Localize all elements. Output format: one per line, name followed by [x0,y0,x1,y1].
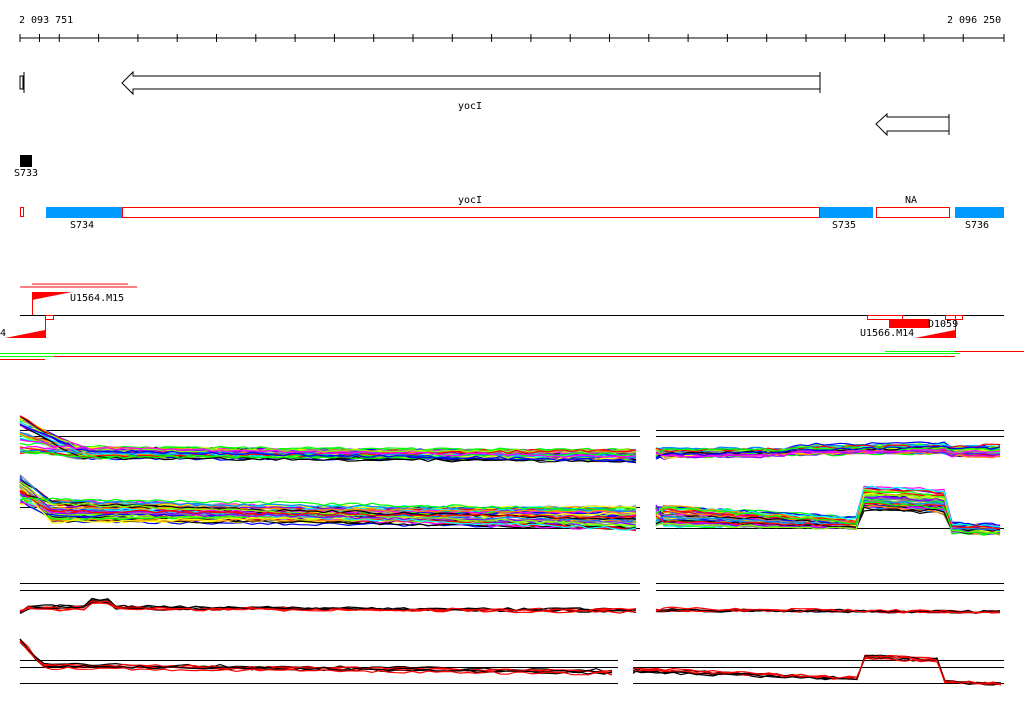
track-series-line [655,448,1001,458]
segment-label-s735: S735 [832,220,856,231]
segment-track: yocI NA S734 S735 S736 [20,195,1004,231]
feature-label-u1564: U1564.M15 [70,293,124,304]
track-series-line [655,502,1001,530]
segment-s734[interactable] [46,207,122,218]
segment-small[interactable] [20,207,24,217]
segment-label-na: NA [905,195,917,206]
track-series-line [19,490,637,521]
segment-label-s736: S736 [965,220,989,231]
track-series-line [655,501,1001,535]
gene-track: yocI [19,70,950,137]
segment-na[interactable] [876,207,950,218]
track-series-line [632,655,1002,685]
coordinate-ruler: 2 093 751 2 096 250 [19,15,1005,42]
track-series-line [655,493,1001,535]
expression-tracks [19,415,1004,686]
track-series-line [19,601,637,612]
track-series-line [19,640,613,676]
track-series-line [19,445,637,459]
track-series-line [19,498,637,531]
feature-label-left: 4 [0,328,6,339]
track-series-line [19,424,637,463]
track-series-line [19,477,637,513]
segment-s736[interactable] [955,207,1004,218]
track-series-line [19,490,637,519]
feature-u1564[interactable] [32,292,72,300]
ruler-start-label: 2 093 751 [19,15,73,26]
track-series-line [655,506,1001,532]
feature-label-u1566: U1566.M14 [860,328,914,339]
track-series-line [19,419,637,453]
track-series-line [655,491,1001,531]
track-series-line [19,481,637,527]
feature-label-d1059: D1059 [928,319,958,330]
segment-label-s734: S734 [70,220,94,231]
track-series-line [655,445,1001,458]
track-series-line [655,445,1001,457]
feature-left[interactable] [5,330,45,338]
segment-label-yoci: yocI [458,195,482,206]
track-series-line [19,638,613,674]
site-label-s733: S733 [14,168,38,179]
track-series-line [19,484,637,530]
gene-arrow-yoci[interactable] [121,70,821,96]
gene-fragment[interactable] [19,75,24,90]
track-series-line [19,480,637,526]
feature-d1059[interactable] [915,330,955,338]
feature-track: U1564.M15 4 U1566.M14 D1059 [0,283,1024,360]
gene-label-yoci: yocI [458,101,482,112]
track-series-line [19,497,637,511]
gene-arrow-unnamed[interactable] [875,112,950,137]
ruler-ticks [19,34,1005,42]
track-series-line [19,600,637,614]
segment-s735[interactable] [820,207,873,218]
site-marker-s733[interactable] [20,155,32,167]
track-series-line [19,423,637,463]
ruler-end-label: 2 096 250 [947,15,1001,26]
segment-yoci[interactable] [122,207,820,218]
track-series-line [655,606,1001,614]
feature-u1566[interactable] [889,319,930,328]
